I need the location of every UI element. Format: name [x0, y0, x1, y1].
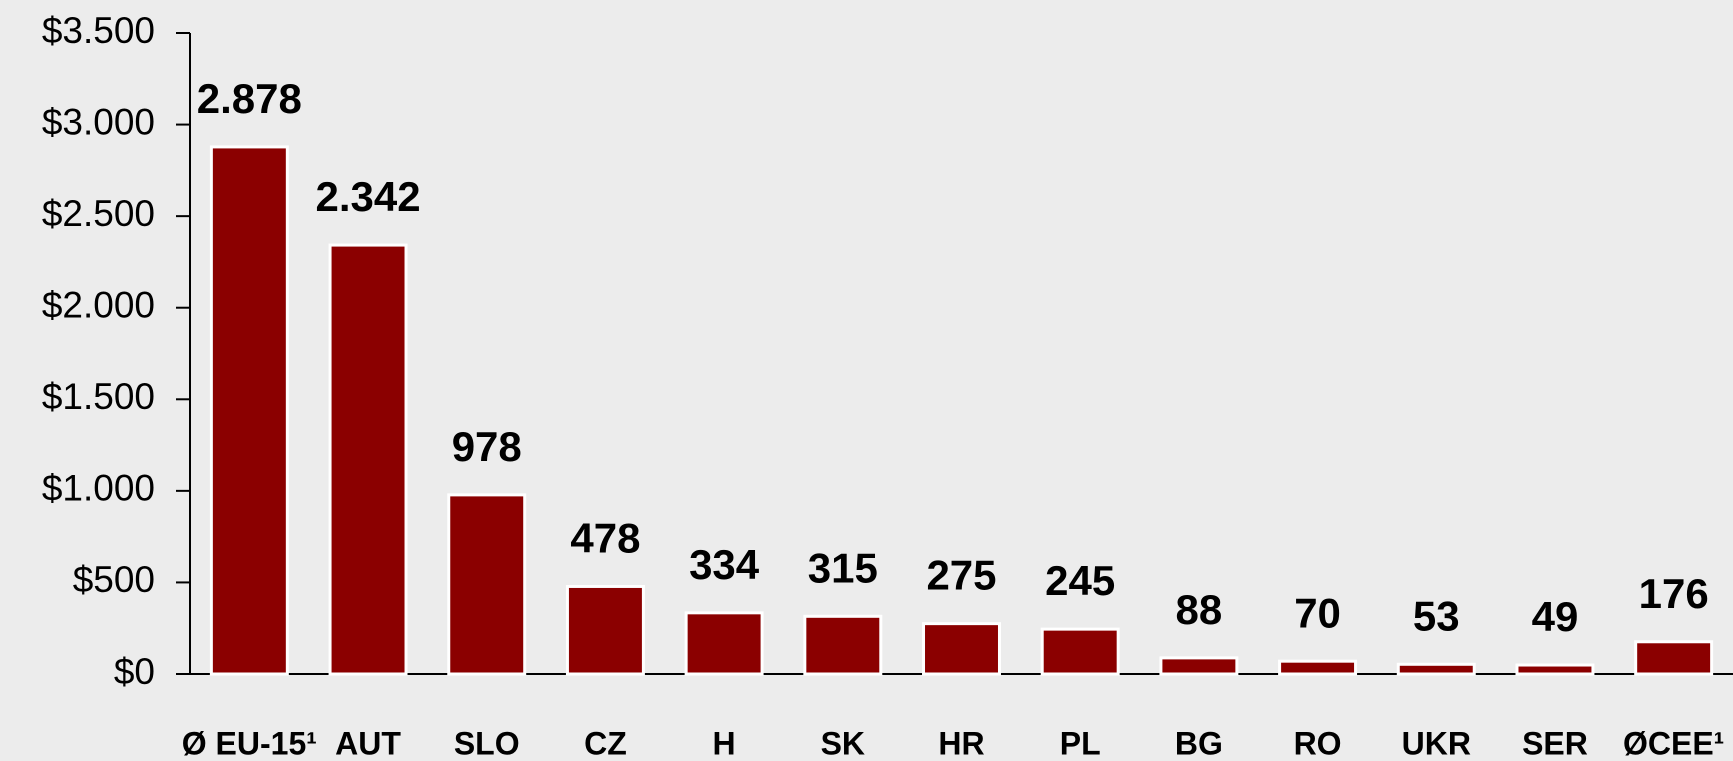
x-tick-label: SK	[821, 725, 865, 761]
bar	[447, 493, 527, 676]
bar	[803, 614, 883, 676]
value-label: 2.342	[315, 173, 420, 220]
bar	[328, 243, 408, 676]
value-label: 2.878	[197, 75, 302, 122]
bar	[1634, 640, 1714, 676]
value-label: 315	[808, 544, 878, 591]
x-tick-label: PL	[1060, 725, 1101, 761]
y-tick-label: $3.500	[42, 10, 155, 51]
value-label: 245	[1045, 557, 1115, 604]
x-tick-label: ØCEE¹	[1623, 725, 1724, 761]
value-label: 70	[1294, 589, 1341, 636]
bar	[565, 584, 645, 676]
x-tick-label: CZ	[584, 725, 627, 761]
y-tick-label: $2.000	[42, 284, 155, 325]
bar	[1159, 656, 1239, 676]
bar	[922, 622, 1001, 676]
bar	[209, 145, 289, 676]
y-tick-label: $0	[114, 651, 155, 692]
y-tick-label: $500	[73, 559, 155, 600]
x-tick-label: HR	[938, 725, 984, 761]
value-label: 478	[570, 515, 640, 562]
value-label: 275	[926, 552, 996, 599]
x-tick-label: SER	[1522, 725, 1588, 761]
value-label: 334	[689, 541, 760, 588]
x-tick-label: RO	[1294, 725, 1342, 761]
x-tick-label: Ø EU-15¹	[182, 725, 317, 761]
bar	[1040, 627, 1120, 676]
y-tick-label: $2.500	[42, 193, 155, 234]
value-label: 176	[1639, 570, 1709, 617]
bar	[1278, 659, 1358, 676]
x-tick-label: BG	[1175, 725, 1223, 761]
bar	[684, 611, 764, 676]
bar	[1396, 662, 1476, 676]
x-tick-label: UKR	[1402, 725, 1471, 761]
bar	[1515, 663, 1595, 676]
x-tick-label: H	[713, 725, 736, 761]
y-tick-label: $1.500	[42, 376, 155, 417]
y-tick-label: $3.000	[42, 101, 155, 142]
value-label: 978	[452, 423, 522, 470]
x-tick-label: SLO	[454, 725, 520, 761]
value-label: 49	[1532, 593, 1579, 640]
value-label: 88	[1176, 586, 1223, 633]
x-tick-label: AUT	[335, 725, 401, 761]
y-tick-label: $1.000	[42, 468, 155, 509]
value-label: 53	[1413, 592, 1460, 639]
